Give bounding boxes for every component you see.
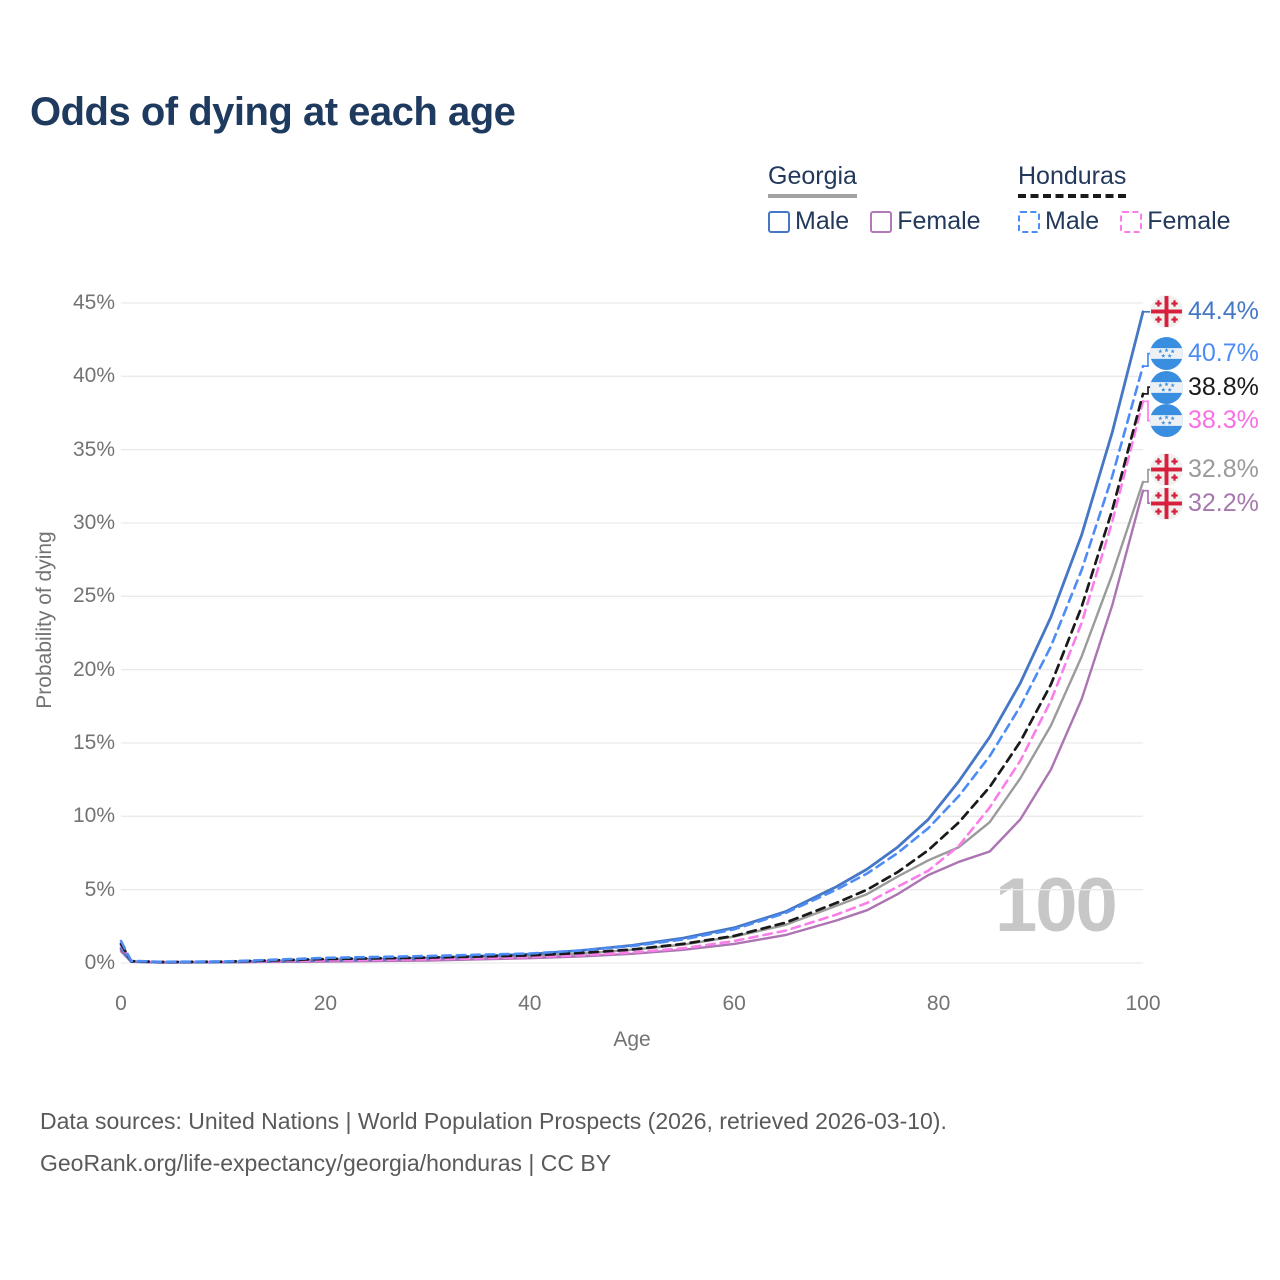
x-axis-title: Age [613,1028,651,1051]
legend-group-honduras: Honduras Male Female [1018,162,1231,236]
georgia-flag-icon [1150,453,1183,487]
end-label-honduras-both: 38.8% [1150,370,1259,404]
legend-item-label: Male [795,207,850,235]
honduras-flag-icon [1150,404,1183,438]
end-label-value: 32.2% [1188,488,1259,517]
end-label-value: 44.4% [1188,297,1259,326]
x-tick-label: 0 [115,992,127,1015]
legend-item-honduras-female[interactable]: Female [1120,207,1231,236]
series-line-georgia-female [119,489,1145,964]
legend-group-georgia: Georgia Male Female [768,162,981,236]
legend-swatch [870,210,893,233]
age-hover-indicator: 100 [995,863,1118,948]
page-title: Odds of dying at each age [30,90,516,134]
end-label-georgia-both: 32.8% [1150,453,1259,487]
y-tick-label: 45% [72,291,115,314]
end-label-connector [1143,468,1152,483]
y-tick-label: 40% [72,364,115,388]
end-label-georgia-female: 32.2% [1150,486,1259,520]
legend-swatch [1018,210,1040,233]
legend-item-honduras-male[interactable]: Male [1018,207,1099,236]
series-line-georgia-male [119,310,1145,964]
y-tick-label: 25% [72,584,115,608]
end-label-connector [1143,386,1152,395]
x-tick-label: 40 [518,992,542,1015]
georgia-flag-icon [1150,486,1183,520]
series-line-honduras-female [119,399,1145,964]
series-line-honduras-male [119,364,1145,964]
attribution-note: GeoRank.org/life-expectancy/georgia/hond… [40,1150,612,1176]
legend-item-georgia-male[interactable]: Male [768,207,849,236]
y-tick-label: 5% [84,877,115,901]
series-line-honduras-both [119,392,1145,964]
end-label-value: 38.8% [1188,372,1259,401]
georgia-flag-icon [1150,295,1183,329]
honduras-flag-icon [1150,370,1183,404]
end-label-connector [1143,352,1152,367]
legend-item-georgia-female[interactable]: Female [870,207,981,236]
legend-item-label: Male [1045,207,1100,235]
end-label-value: 40.7% [1188,339,1259,368]
end-label-connector [1143,489,1152,504]
end-label-connector [1143,400,1152,422]
end-label-honduras-male: 40.7% [1150,337,1259,371]
legend-swatch [1120,210,1143,233]
x-tick-label: 80 [926,992,951,1015]
end-label-georgia-male: 44.4% [1150,295,1259,329]
legend-country-georgia: Georgia [768,162,857,198]
end-label-honduras-female: 38.3% [1150,404,1259,438]
y-tick-label: 20% [72,657,115,681]
y-tick-label: 10% [72,804,115,828]
y-tick-label: 15% [72,731,115,754]
y-tick-label: 35% [72,437,115,461]
end-label-value: 38.3% [1188,406,1259,435]
y-tick-label: 0% [84,951,115,974]
x-tick-label: 20 [313,992,338,1015]
end-label-value: 32.8% [1188,455,1259,484]
legend-country-honduras: Honduras [1018,162,1127,198]
legend-swatch [768,210,790,233]
x-tick-label: 60 [722,992,746,1015]
honduras-flag-icon [1150,337,1183,371]
legend-item-label: Female [1147,207,1231,235]
data-source-note: Data sources: United Nations | World Pop… [40,1108,947,1134]
legend-item-label: Female [897,207,981,235]
x-tick-label: 100 [1125,992,1161,1015]
y-tick-label: 30% [72,511,115,534]
